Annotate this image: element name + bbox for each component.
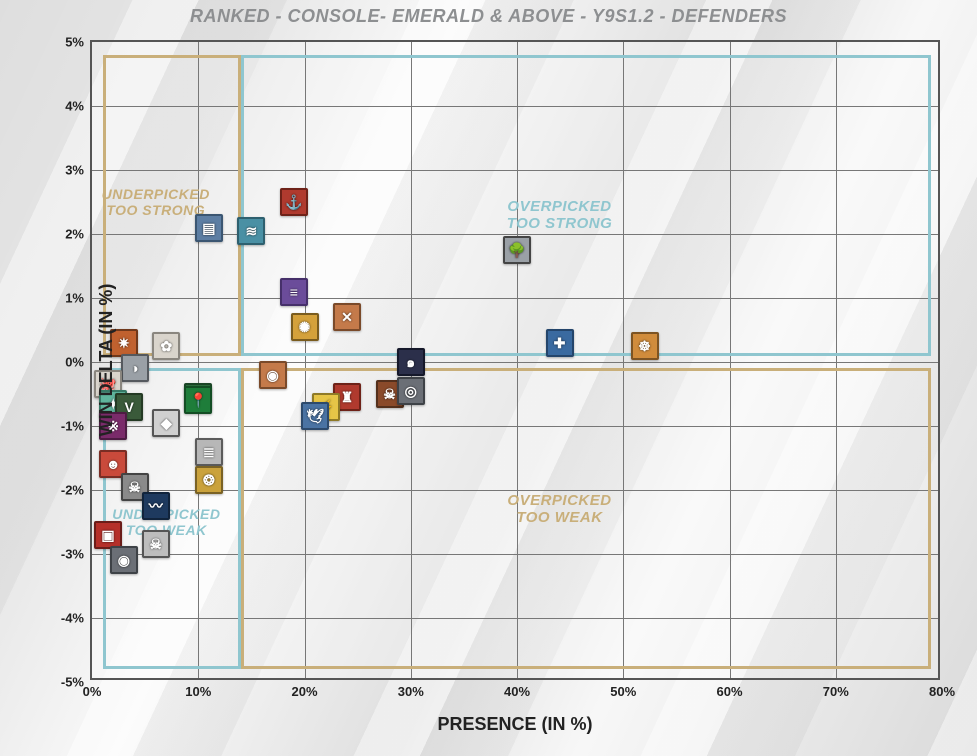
op-cross[interactable]: ✕ [333, 303, 361, 331]
op-suit-icon: ◆ [161, 416, 172, 430]
op-wave2[interactable]: 〰 [142, 492, 170, 520]
plot-area: 0%10%20%30%40%50%60%70%80%-5%-4%-3%-2%-1… [90, 40, 940, 680]
y-tick: 2% [65, 227, 92, 242]
x-tick: 60% [716, 678, 742, 699]
op-cross-blue-icon: ✚ [554, 336, 566, 350]
y-tick: 5% [65, 35, 92, 50]
op-eye-icon: ◉ [118, 553, 130, 567]
op-swirl[interactable]: ๑ [397, 348, 425, 376]
y-tick: -3% [61, 547, 92, 562]
op-red-icon: ▣ [101, 528, 114, 542]
op-mask-icon: ☠ [383, 387, 396, 401]
op-pin[interactable]: 📍 [184, 386, 212, 414]
quad-label-underpicked_strong: UNDERPICKEDTOO STRONG [102, 186, 210, 218]
op-meditate-icon: ☸ [638, 339, 651, 353]
op-bird[interactable]: 🕊 [301, 402, 329, 430]
op-wings[interactable]: ✺ [291, 313, 319, 341]
y-tick: -4% [61, 611, 92, 626]
x-tick: 50% [610, 678, 636, 699]
x-tick: 80% [929, 678, 955, 699]
op-speaker[interactable]: ◑ [121, 354, 149, 382]
x-axis-label: PRESENCE (IN %) [437, 714, 592, 735]
op-wave2-icon: 〰 [149, 499, 163, 513]
op-camera[interactable]: ◎ [397, 377, 425, 405]
y-tick: 4% [65, 99, 92, 114]
y-tick: -1% [61, 419, 92, 434]
scatter-chart: 0%10%20%30%40%50%60%70%80%-5%-4%-3%-2%-1… [90, 40, 940, 680]
y-axis-label: WIN DELTA (IN %) [96, 284, 117, 437]
op-gold[interactable]: ❂ [195, 466, 223, 494]
quad-label-overpicked_weak: OVERPICKEDTOO WEAK [507, 492, 611, 527]
op-shield-icon: ▤ [202, 221, 215, 235]
y-tick: -5% [61, 675, 92, 690]
y-tick: -2% [61, 483, 92, 498]
x-tick: 40% [504, 678, 530, 699]
op-tree[interactable]: 🌳 [503, 236, 531, 264]
op-bars-icon: ≡ [290, 285, 298, 299]
op-lotus[interactable]: ✿ [152, 332, 180, 360]
op-meditate[interactable]: ☸ [631, 332, 659, 360]
quad-label-overpicked_strong: OVERPICKEDTOO STRONG [507, 198, 613, 233]
y-tick: 1% [65, 291, 92, 306]
op-cross-icon: ✕ [341, 310, 353, 324]
op-cross-blue[interactable]: ✚ [546, 329, 574, 357]
x-tick: 30% [398, 678, 424, 699]
op-bird-icon: 🕊 [306, 409, 324, 423]
op-burst-icon: ✷ [118, 336, 130, 350]
chart-title: RANKED - CONSOLE- EMERALD & ABOVE - Y9S1… [0, 6, 977, 27]
op-red[interactable]: ▣ [94, 521, 122, 549]
x-tick: 20% [291, 678, 317, 699]
x-tick: 70% [823, 678, 849, 699]
y-tick: 0% [65, 355, 92, 370]
op-lotus-icon: ✿ [161, 339, 173, 353]
op-spiral-icon: ◉ [267, 368, 279, 382]
op-chevrons[interactable]: ≣ [195, 438, 223, 466]
y-tick: 3% [65, 163, 92, 178]
op-wave-icon: ≋ [246, 224, 258, 238]
op-tree-icon: 🌳 [508, 243, 525, 257]
op-gold-icon: ❂ [203, 473, 215, 487]
op-camera-icon: ◎ [405, 384, 417, 398]
op-spiral[interactable]: ◉ [259, 361, 287, 389]
op-pin-icon: 📍 [190, 393, 207, 407]
op-castle-icon: ♜ [341, 390, 354, 404]
op-wings-icon: ✺ [299, 320, 311, 334]
op-wave[interactable]: ≋ [237, 217, 265, 245]
op-chevrons-icon: ≣ [203, 445, 215, 459]
gridline-h [92, 362, 938, 363]
op-bars[interactable]: ≡ [280, 278, 308, 306]
op-swirl-icon: ๑ [406, 355, 415, 369]
op-eye[interactable]: ◉ [110, 546, 138, 574]
op-shield[interactable]: ▤ [195, 214, 223, 242]
op-anchor[interactable]: ⚓ [280, 188, 308, 216]
op-anchor-icon: ⚓ [285, 195, 302, 209]
op-skull1-icon: ☻ [106, 457, 121, 471]
op-skull2-icon: ☠ [128, 480, 141, 494]
op-suit[interactable]: ◆ [152, 409, 180, 437]
op-speaker-icon: ◑ [130, 361, 138, 375]
x-tick: 10% [185, 678, 211, 699]
op-skull3[interactable]: ☠ [142, 530, 170, 558]
op-skull3-icon: ☠ [149, 537, 162, 551]
